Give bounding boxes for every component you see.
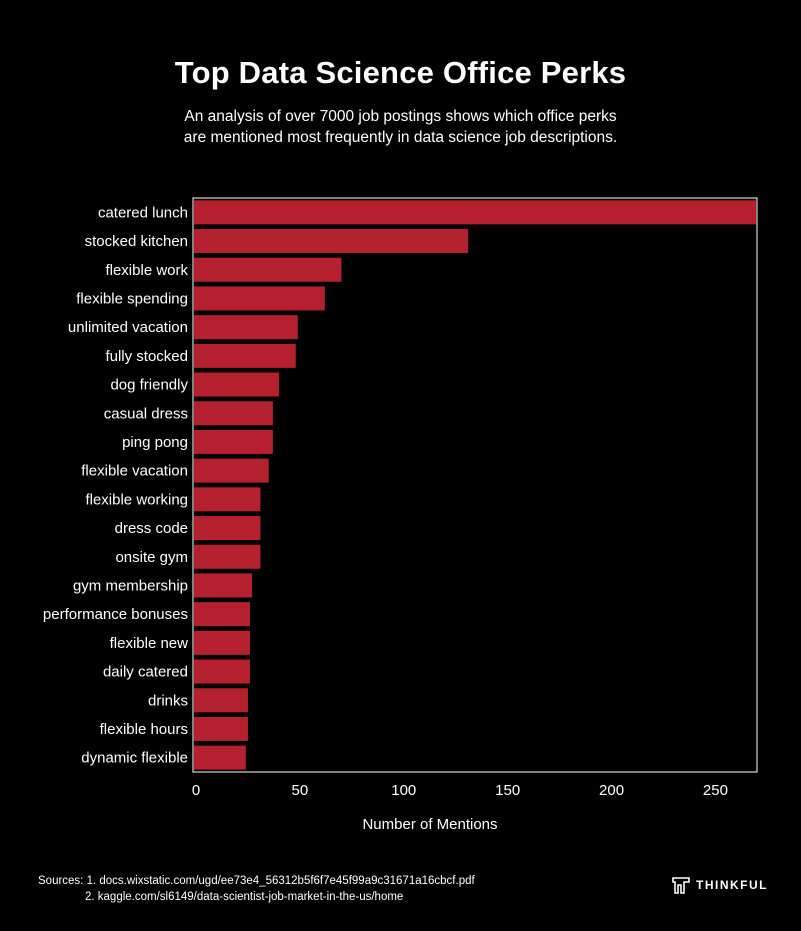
y-tick-label: ping pong xyxy=(122,434,188,451)
plot-frame xyxy=(192,197,758,773)
y-tick-label: dynamic flexible xyxy=(81,750,188,767)
bar-unlimited-vacation xyxy=(194,315,298,340)
bar-casual-dress xyxy=(194,401,273,426)
y-tick-label: flexible vacation xyxy=(81,463,188,480)
bar-catered-lunch xyxy=(194,200,756,225)
y-tick-label: unlimited vacation xyxy=(68,319,188,336)
thinkful-logo: THINKFUL xyxy=(672,876,768,894)
y-tick-label: gym membership xyxy=(73,577,188,594)
source-line-1: Sources: 1. docs.wixstatic.com/ugd/ee73e… xyxy=(38,875,475,887)
y-tick-label: flexible hours xyxy=(100,721,188,738)
subtitle-line-1: An analysis of over 7000 job postings sh… xyxy=(184,108,617,125)
bar-dress-code xyxy=(194,516,261,541)
bar-fully-stocked xyxy=(194,343,296,368)
y-tick-label: stocked kitchen xyxy=(85,233,188,250)
y-tick-label: catered lunch xyxy=(98,204,188,221)
bar-ping-pong xyxy=(194,429,273,454)
y-tick-label: casual dress xyxy=(104,405,188,422)
chart-subtitle: An analysis of over 7000 job postings sh… xyxy=(0,106,801,148)
bar-flexible-working xyxy=(194,487,261,512)
x-tick-label: 50 xyxy=(292,782,309,799)
logo-text: THINKFUL xyxy=(696,878,768,892)
bar-drinks xyxy=(194,688,248,713)
bar-dynamic-flexible xyxy=(194,745,246,770)
y-tick-label: flexible spending xyxy=(76,290,188,307)
x-tick-label: 0 xyxy=(192,782,200,799)
y-tick-label: onsite gym xyxy=(115,549,188,566)
bar-dog-friendly xyxy=(194,372,280,397)
y-tick-label: flexible new xyxy=(110,635,189,652)
x-tick-label: 100 xyxy=(391,782,416,799)
y-tick-label: dog friendly xyxy=(110,377,188,394)
bar-flexible-new xyxy=(194,630,251,655)
y-tick-label: flexible work xyxy=(105,262,188,279)
subtitle-line-2: are mentioned most frequently in data sc… xyxy=(183,129,618,146)
y-tick-label: drinks xyxy=(148,692,188,709)
sources: Sources: 1. docs.wixstatic.com/ugd/ee73e… xyxy=(38,873,475,905)
chart-title: Top Data Science Office Perks xyxy=(174,55,627,90)
bar-daily-catered xyxy=(194,659,251,684)
bar-gym-membership xyxy=(194,573,253,598)
y-tick-label: flexible working xyxy=(85,491,188,508)
x-tick-label: 250 xyxy=(703,782,728,799)
x-tick-label: 200 xyxy=(599,782,624,799)
bar-performance-bonuses xyxy=(194,602,251,627)
bar-flexible-work xyxy=(194,257,342,282)
y-tick-label: performance bonuses xyxy=(43,606,188,623)
bar-flexible-vacation xyxy=(194,458,269,483)
bar-flexible-spending xyxy=(194,286,325,311)
y-tick-label: fully stocked xyxy=(105,348,188,365)
thinkful-logo-icon xyxy=(672,877,690,894)
x-axis-label: Number of Mentions xyxy=(362,816,497,833)
x-tick-label: 150 xyxy=(495,782,520,799)
source-line-2: 2. kaggle.com/sl6149/data-scientist-job-… xyxy=(85,891,404,903)
bar-flexible-hours xyxy=(194,716,248,741)
y-tick-label: dress code xyxy=(115,520,188,537)
bar-stocked-kitchen xyxy=(194,229,469,254)
y-tick-label: daily catered xyxy=(103,664,188,681)
bar-onsite-gym xyxy=(194,544,261,569)
